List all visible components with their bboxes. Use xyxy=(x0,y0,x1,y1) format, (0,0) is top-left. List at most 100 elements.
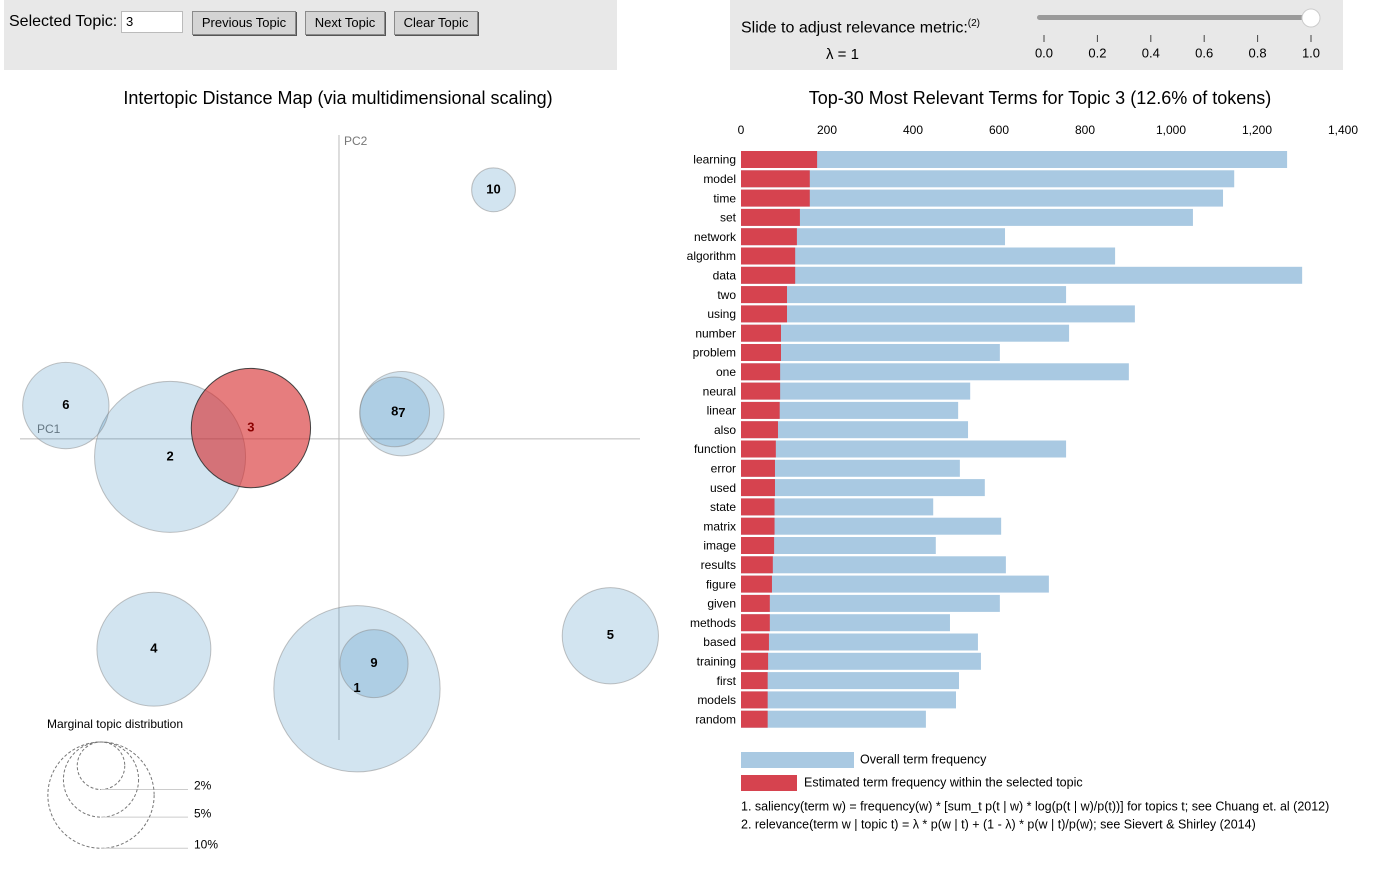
x-tick-label: 1,000 xyxy=(1156,123,1186,137)
term-bar[interactable] xyxy=(741,189,810,207)
term-bar[interactable] xyxy=(741,594,1000,612)
term-bar[interactable] xyxy=(741,633,978,651)
term-bar[interactable] xyxy=(741,537,936,554)
topic-bubble[interactable] xyxy=(359,376,431,448)
clear-button[interactable]: Clear Topic xyxy=(394,11,478,35)
topic-input[interactable]: 3 xyxy=(121,11,183,33)
term-bar[interactable] xyxy=(741,228,797,246)
term-bar[interactable] xyxy=(741,382,971,400)
term-bar[interactable] xyxy=(741,363,1129,381)
term-bar[interactable] xyxy=(741,672,960,690)
topic-bubble[interactable] xyxy=(22,361,110,450)
term-bar[interactable] xyxy=(741,537,775,554)
term-bar[interactable] xyxy=(741,440,776,458)
term-label: algorithm xyxy=(687,249,736,263)
topic-bubble[interactable] xyxy=(561,587,659,685)
term-bar[interactable] xyxy=(741,459,960,477)
term-bar[interactable] xyxy=(741,517,775,535)
term-label: image xyxy=(703,539,736,553)
term-bar[interactable] xyxy=(741,556,1006,574)
term-bar[interactable] xyxy=(741,266,796,284)
term-bar[interactable] xyxy=(741,479,985,497)
term-bar[interactable] xyxy=(741,652,769,670)
term-label: given xyxy=(707,597,736,611)
slider-note: (2) xyxy=(967,18,981,29)
term-bar[interactable] xyxy=(741,517,1002,535)
term-bar[interactable] xyxy=(741,151,1288,168)
term-label: random xyxy=(695,712,736,726)
term-bar[interactable] xyxy=(741,324,781,342)
topic-bubble[interactable] xyxy=(190,367,312,489)
x-tick-label: 1,200 xyxy=(1242,123,1272,137)
term-bar[interactable] xyxy=(741,170,810,188)
chart-title: Top-30 Most Relevant Terms for Topic 3 (… xyxy=(809,88,1272,108)
term-bar[interactable] xyxy=(741,305,788,323)
term-bar[interactable] xyxy=(741,228,1006,246)
term-bar[interactable] xyxy=(741,305,1135,323)
term-bar[interactable] xyxy=(741,575,772,593)
term-bar[interactable] xyxy=(741,421,778,439)
term-bar[interactable] xyxy=(741,363,781,381)
term-bar[interactable] xyxy=(741,324,1070,342)
term-bar[interactable] xyxy=(741,247,796,265)
term-bar[interactable] xyxy=(741,710,768,728)
term-bar[interactable] xyxy=(741,344,1000,361)
slider-track[interactable] xyxy=(1037,15,1317,20)
topic-label: 3 xyxy=(247,419,254,434)
term-bar[interactable] xyxy=(741,633,769,651)
term-bar[interactable] xyxy=(741,401,780,419)
slider-tick-label: 0.6 xyxy=(1195,45,1213,60)
term-bar[interactable] xyxy=(741,614,770,632)
slider-label: Slide to adjust relevance metric:(2) xyxy=(741,18,980,37)
previous-button[interactable]: Previous Topic xyxy=(192,11,296,35)
slider-tick-label: 0.0 xyxy=(1035,45,1053,60)
term-bar[interactable] xyxy=(741,710,926,728)
topic-bubble[interactable] xyxy=(273,605,441,773)
term-bar[interactable] xyxy=(741,266,1303,284)
topic-label: 2 xyxy=(166,448,173,463)
term-label: set xyxy=(720,211,737,225)
term-label: using xyxy=(707,307,736,321)
slider-thumb[interactable] xyxy=(1301,8,1321,28)
term-bar[interactable] xyxy=(741,498,775,516)
term-bar[interactable] xyxy=(741,189,1224,207)
term-bar[interactable] xyxy=(741,421,969,439)
term-bar[interactable] xyxy=(741,382,781,400)
term-bar[interactable] xyxy=(741,286,1067,304)
term-bar[interactable] xyxy=(741,691,956,709)
size-legend-circle xyxy=(47,741,155,849)
topic-bubble[interactable] xyxy=(339,629,409,699)
term-bar[interactable] xyxy=(741,459,775,477)
term-label: network xyxy=(694,230,737,244)
topic-bubble[interactable] xyxy=(96,591,212,707)
term-bar[interactable] xyxy=(741,479,775,497)
term-bar[interactable] xyxy=(741,344,781,361)
term-bar[interactable] xyxy=(741,691,768,709)
chart-title: Intertopic Distance Map (via multidimens… xyxy=(123,88,552,108)
term-bar[interactable] xyxy=(741,498,934,516)
term-bar[interactable] xyxy=(741,401,959,419)
term-bar[interactable] xyxy=(741,286,788,304)
term-bar[interactable] xyxy=(741,672,768,690)
term-bar[interactable] xyxy=(741,594,770,612)
term-bar[interactable] xyxy=(741,208,800,226)
term-bar[interactable] xyxy=(741,440,1067,458)
term-bar[interactable] xyxy=(741,170,1235,188)
term-label: two xyxy=(717,288,736,302)
slider-tick-label: 1.0 xyxy=(1302,45,1320,60)
size-legend-label: 5% xyxy=(194,806,212,820)
term-bar[interactable] xyxy=(741,247,1116,265)
next-button[interactable]: Next Topic xyxy=(305,11,385,35)
term-bar[interactable] xyxy=(741,652,981,670)
term-bar[interactable] xyxy=(741,556,773,574)
term-label: number xyxy=(695,326,736,340)
term-bar[interactable] xyxy=(741,151,818,168)
term-bar[interactable] xyxy=(741,614,950,632)
term-label: training xyxy=(697,654,736,668)
lambda-label: λ = 1 xyxy=(826,46,859,63)
topic-label: 8 xyxy=(391,403,398,418)
topic-bubble[interactable] xyxy=(471,167,516,213)
term-bar[interactable] xyxy=(741,208,1193,226)
term-bar[interactable] xyxy=(741,575,1049,593)
